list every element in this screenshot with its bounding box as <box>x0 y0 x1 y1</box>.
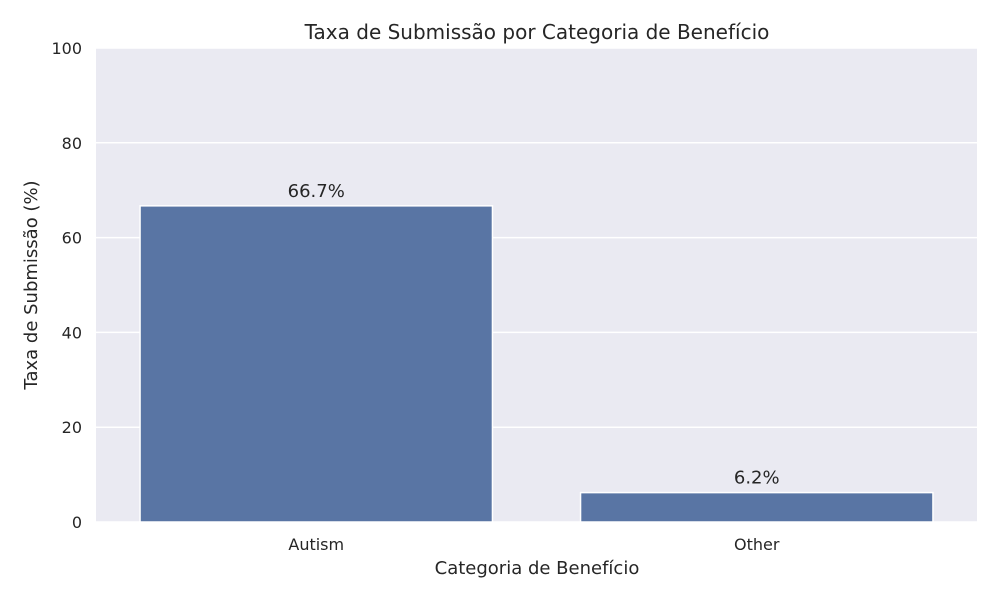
y-tick-label: 100 <box>51 39 82 58</box>
chart-title: Taxa de Submissão por Categoria de Benef… <box>304 20 770 44</box>
data-label: 66.7% <box>288 181 345 202</box>
y-tick-label: 80 <box>62 134 82 153</box>
bars <box>139 205 934 523</box>
bar-other <box>579 491 934 523</box>
y-axis-label: Taxa de Submissão (%) <box>21 180 42 390</box>
y-tick-label: 20 <box>62 418 82 437</box>
data-label: 6.2% <box>734 468 780 489</box>
x-tick-label: Autism <box>288 535 344 554</box>
y-tick-label: 40 <box>62 323 82 342</box>
y-tick-labels: 0 20 40 60 80 100 <box>51 39 82 532</box>
x-axis-label: Categoria de Benefício <box>435 558 640 579</box>
x-tick-labels: Autism Other <box>288 535 780 554</box>
y-tick-label: 60 <box>62 229 82 248</box>
data-labels: 66.7% 6.2% <box>288 181 780 489</box>
bar-autism <box>139 205 494 523</box>
x-tick-label: Other <box>734 535 780 554</box>
y-tick-label: 0 <box>72 513 82 532</box>
